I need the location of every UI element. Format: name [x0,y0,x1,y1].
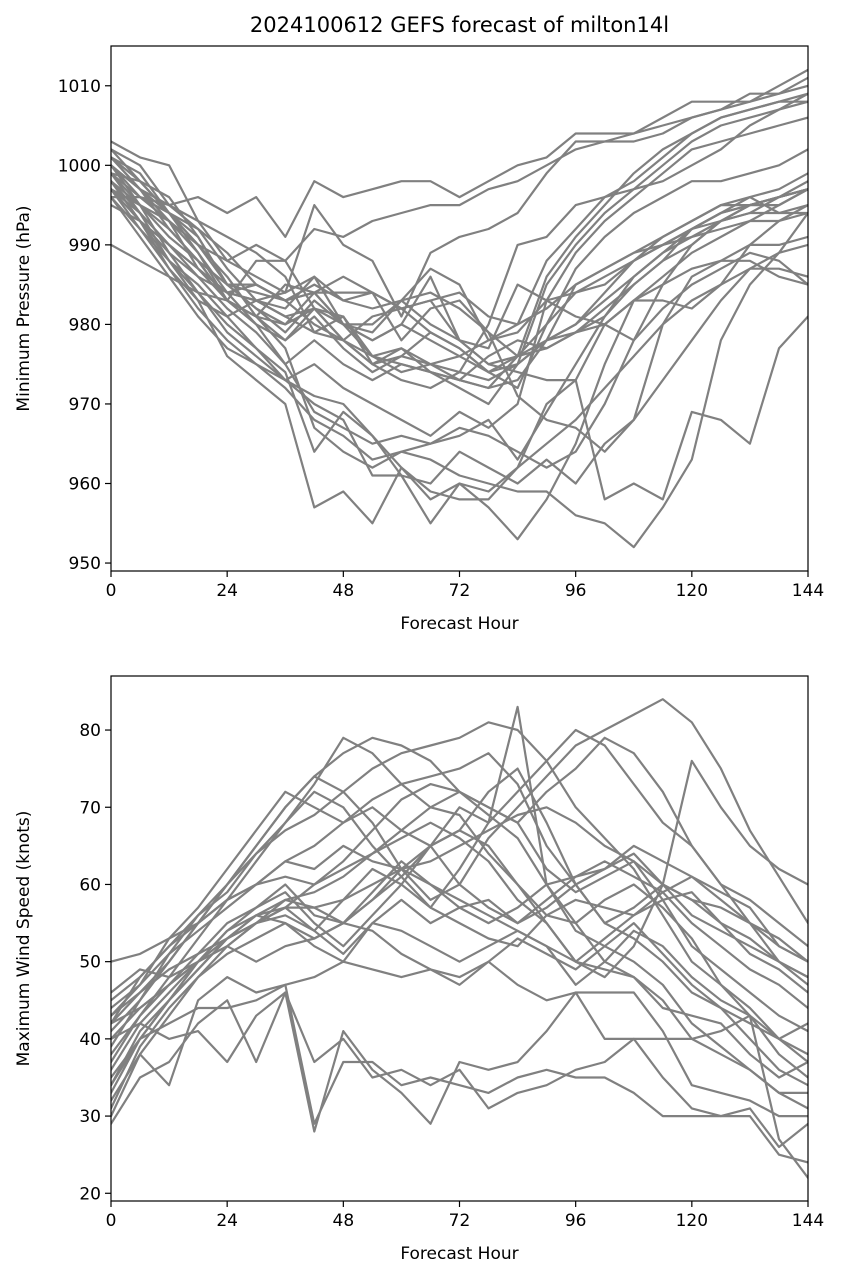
wind-member-line-24 [111,914,808,1087]
wind-member-line-7 [111,752,808,1087]
pressure-y-tick-label: 950 [69,554,101,574]
pressure-member-line-23 [111,180,808,525]
pressure-x-tick-label: 120 [676,581,708,601]
pressure-y-tick-label: 980 [69,315,101,335]
wind-y-tick-label: 60 [79,875,101,895]
wind-member-line-20 [111,736,808,1087]
wind-member-line-12 [111,698,808,1033]
pressure-member-line-19 [111,148,808,461]
wind-plot-frame [110,675,809,1202]
wind-member-line-16 [111,883,808,1064]
wind-member-line-9 [111,705,808,1110]
pressure-y-tick-label: 1010 [58,77,101,97]
wind-series-group [111,698,808,1179]
pressure-member-line-24 [111,188,808,549]
pressure-y-axis-label: Minimum Pressure (hPa) [14,205,34,411]
pressure-member-line-27 [111,156,808,342]
wind-x-tick-label: 144 [792,1211,824,1231]
pressure-member-line-3 [111,156,808,390]
wind-member-line-1 [111,991,808,1149]
pressure-member-line-7 [111,92,808,390]
pressure-member-line-25 [111,196,808,501]
wind-x-tick-label: 24 [216,1211,238,1231]
wind-y-tick-label: 80 [79,721,101,741]
wind-member-line-21 [111,767,808,1118]
wind-panel: 0 24 48 72 96 120 144 20 30 40 50 60 70 80 Forecast H… [14,675,824,1264]
pressure-ticks: 0 24 48 72 96 120 144 950 960 970 980 990 1000 1010 [58,77,824,601]
pressure-series-group [111,68,808,549]
wind-x-tick-label: 72 [449,1211,471,1231]
wind-y-axis-label: Maximum Wind Speed (knots) [14,811,34,1067]
pressure-member-line-1 [111,140,808,501]
wind-y-tick-label: 70 [79,798,101,818]
wind-y-tick-label: 20 [79,1184,101,1204]
pressure-x-tick-label: 144 [792,581,824,601]
wind-y-tick-label: 40 [79,1030,101,1050]
pressure-x-tick-label: 72 [449,581,471,601]
wind-member-line-22 [111,844,808,1025]
pressure-x-axis-label: Forecast Hour [400,614,518,634]
pressure-x-tick-label: 24 [216,581,238,601]
wind-x-tick-label: 96 [565,1211,587,1231]
pressure-y-tick-label: 990 [69,236,101,256]
wind-x-tick-label: 0 [106,1211,117,1231]
wind-member-line-2 [111,975,808,1164]
wind-member-line-8 [111,721,808,1079]
wind-member-line-23 [111,921,808,1110]
wind-y-tick-label: 50 [79,953,101,973]
pressure-y-tick-label: 970 [69,395,101,415]
wind-x-axis-label: Forecast Hour [400,1244,518,1264]
pressure-member-line-15 [111,68,808,238]
wind-y-tick-label: 30 [79,1107,101,1127]
wind-x-tick-label: 48 [333,1211,355,1231]
wind-ticks: 0 24 48 72 96 120 144 20 30 40 50 60 70 80 [79,721,824,1231]
pressure-x-tick-label: 0 [106,581,117,601]
chart-title: 2024100612 GEFS forecast of milton14l [250,13,669,37]
pressure-member-line-28 [111,188,808,453]
pressure-panel: 0 24 48 72 96 120 144 950 960 970 980 990 1000 1010 F… [14,45,824,634]
pressure-x-tick-label: 48 [333,581,355,601]
pressure-y-tick-label: 960 [69,475,101,495]
wind-member-line-4 [111,960,808,1118]
wind-x-tick-label: 120 [676,1211,708,1231]
pressure-plot-frame [110,45,809,572]
pressure-x-tick-label: 96 [565,581,587,601]
pressure-member-line-22 [111,172,808,485]
pressure-member-line-26 [111,180,808,350]
wind-member-line-5 [111,829,808,1064]
pressure-y-tick-label: 1000 [58,156,101,176]
